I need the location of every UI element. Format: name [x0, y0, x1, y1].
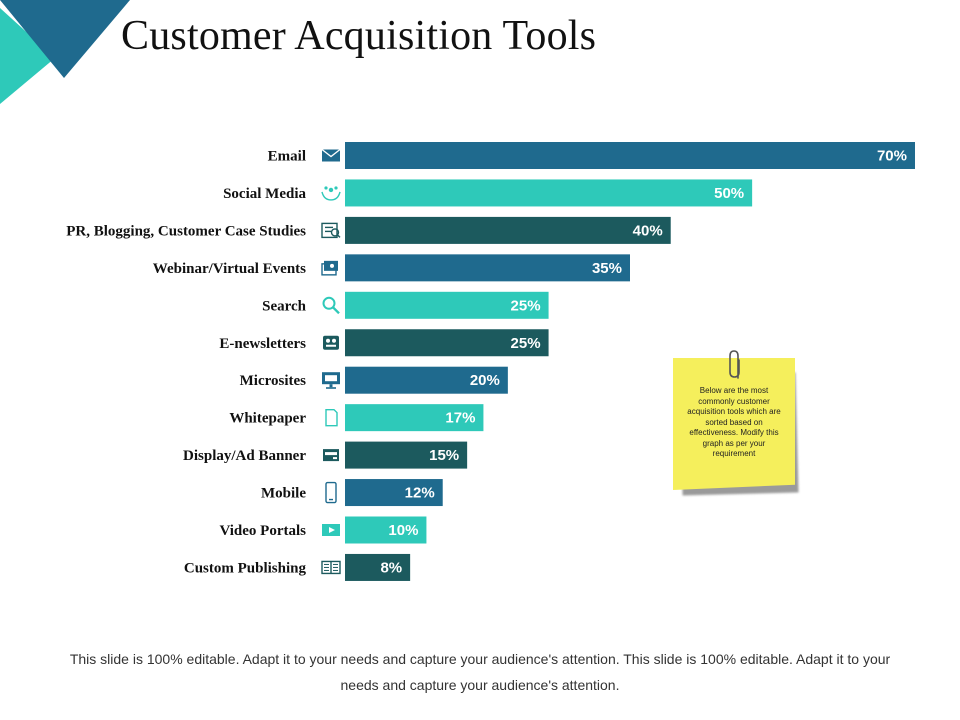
- category-label: Webinar/Virtual Events: [153, 261, 306, 277]
- bar: [345, 441, 468, 469]
- footer-text: This slide is 100% editable. Adapt it to…: [69, 651, 891, 693]
- category-label: PR, Blogging, Customer Case Studies: [66, 223, 306, 239]
- slide-title: Customer Acquisition Tools: [121, 13, 597, 59]
- category-label: Custom Publishing: [184, 560, 307, 576]
- value-label: 70%: [877, 148, 907, 165]
- bar: [345, 516, 427, 544]
- bar: [345, 216, 671, 244]
- monitor-icon: [322, 372, 340, 389]
- category-label: Search: [262, 298, 307, 314]
- video-icon: [322, 524, 340, 536]
- corner-decoration: [0, 0, 130, 104]
- category-label: Display/Ad Banner: [183, 448, 306, 464]
- category-label: Social Media: [223, 186, 306, 202]
- newsletter-icon: [323, 335, 339, 350]
- value-label: 17%: [445, 410, 475, 427]
- note-text: Below are the most commonly customer acq…: [687, 386, 781, 458]
- bar: [345, 366, 508, 394]
- value-label: 25%: [511, 297, 541, 314]
- social-hands-icon: [321, 186, 341, 201]
- value-label: 15%: [429, 447, 459, 464]
- value-label: 8%: [380, 559, 402, 576]
- value-label: 10%: [388, 522, 418, 539]
- value-label: 35%: [592, 260, 622, 277]
- publishing-icon: [321, 560, 341, 575]
- bar: [345, 291, 549, 319]
- category-label: Mobile: [261, 486, 306, 502]
- bar: [345, 329, 549, 357]
- document-icon: [325, 408, 338, 427]
- bar: [345, 142, 915, 169]
- value-label: 40%: [633, 222, 663, 239]
- value-label: 50%: [714, 185, 744, 202]
- bar: [345, 479, 443, 507]
- mobile-icon: [325, 481, 337, 504]
- paperclip-icon: [729, 350, 740, 379]
- value-label: 12%: [405, 485, 435, 502]
- category-label: Whitepaper: [229, 411, 306, 427]
- webinar-icon: [321, 260, 338, 276]
- category-label: Email: [268, 149, 306, 165]
- email-icon: [321, 148, 341, 162]
- bar: [345, 179, 753, 207]
- value-label: 20%: [470, 372, 500, 389]
- case-study-icon: [321, 222, 341, 239]
- note-paper: [673, 358, 795, 490]
- bar: [345, 254, 630, 282]
- ad-banner-icon: [323, 449, 339, 462]
- bar: [345, 404, 484, 432]
- bar-chart: Email 70% Social Media 50% PR, Blogging, Cus…: [66, 142, 915, 581]
- search-icon: [322, 296, 340, 315]
- value-label: 25%: [511, 335, 541, 352]
- sticky-note: Below are the most commonly customer acq…: [673, 358, 799, 496]
- category-label: E-newsletters: [219, 336, 306, 352]
- category-label: Microsites: [240, 373, 307, 389]
- bar: [345, 553, 411, 581]
- category-label: Video Portals: [219, 523, 306, 539]
